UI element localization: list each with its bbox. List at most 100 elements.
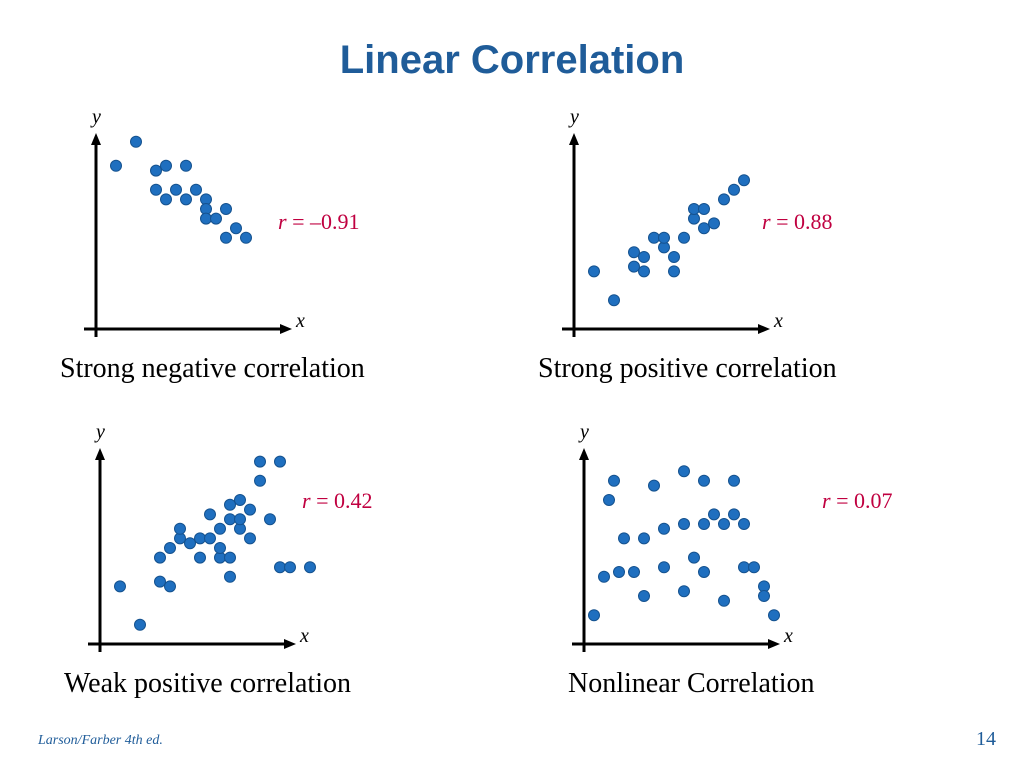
data-point [224, 513, 236, 526]
data-point [244, 532, 256, 545]
data-point [264, 513, 276, 526]
y-axis-label: y [94, 421, 105, 443]
x-axis-arrowhead [758, 324, 770, 334]
data-point [304, 561, 316, 574]
data-point [220, 231, 232, 244]
y-axis-arrowhead [569, 133, 579, 145]
data-point [174, 522, 186, 535]
data-point [603, 494, 615, 506]
data-point [160, 159, 172, 172]
data-point [284, 561, 296, 574]
data-point [758, 590, 770, 602]
y-axis-arrowhead [579, 448, 589, 460]
data-point [678, 231, 690, 244]
data-point [658, 231, 670, 244]
r-value-label: r = 0.42 [302, 488, 373, 513]
data-point [184, 537, 196, 550]
data-point [588, 609, 600, 622]
data-point [708, 217, 720, 230]
data-point [638, 251, 650, 263]
y-axis-label: y [568, 106, 579, 128]
chart-caption: Nonlinear Correlation [568, 668, 815, 699]
source-citation: Larson/Farber 4th ed. [38, 733, 163, 748]
data-point [748, 561, 760, 574]
data-point [204, 532, 216, 545]
data-point [608, 474, 620, 487]
data-point [668, 251, 680, 263]
page-title: Linear Correlation [339, 38, 685, 82]
data-point [210, 212, 222, 225]
scatter-plot-strong-positive: yx [562, 106, 783, 337]
data-point [738, 561, 750, 574]
data-point [234, 494, 246, 506]
data-point [698, 474, 710, 487]
data-point [598, 570, 610, 583]
data-point [688, 551, 700, 564]
data-point [638, 590, 650, 602]
scatter-panel-nonlinear: y x r = 0.07 Nonlinear Correlation [546, 420, 1006, 710]
data-point [648, 231, 660, 244]
r-value-label: r = 0.07 [822, 488, 893, 513]
data-point [164, 542, 176, 554]
scatter-plot-weak-positive: yx [88, 421, 316, 652]
data-point [274, 561, 286, 574]
data-point [728, 474, 740, 487]
data-point [628, 566, 640, 578]
data-point [234, 513, 246, 526]
data-point [698, 518, 710, 530]
data-point [698, 203, 710, 215]
data-point [718, 594, 730, 607]
data-point [224, 570, 236, 583]
data-point [154, 551, 166, 564]
scatter-plot-strong-negative: yx [84, 106, 305, 337]
page-number: 14 [976, 728, 996, 750]
data-point [164, 580, 176, 593]
x-axis-label: x [783, 625, 793, 647]
data-point [224, 498, 236, 511]
data-point [668, 265, 680, 278]
x-axis-label: x [299, 625, 309, 647]
data-point [678, 518, 690, 530]
data-point [618, 532, 630, 545]
data-point [240, 231, 252, 244]
data-point [200, 212, 212, 225]
data-point [638, 265, 650, 278]
data-point [220, 203, 232, 215]
data-point [134, 618, 146, 631]
data-point [190, 183, 202, 196]
data-point [160, 193, 172, 206]
chart-caption: Strong negative correlation [60, 353, 365, 384]
data-point [170, 183, 182, 196]
data-point [613, 566, 625, 578]
data-point [738, 518, 750, 530]
data-point [214, 542, 226, 554]
data-point [718, 518, 730, 530]
r-value-label: r = –0.91 [278, 209, 360, 234]
data-point [718, 193, 730, 206]
data-point [678, 465, 690, 478]
data-point [204, 508, 216, 521]
data-point [628, 246, 640, 259]
data-point [180, 193, 192, 206]
data-point [678, 585, 690, 598]
data-point [658, 561, 670, 574]
data-point [224, 551, 236, 564]
x-axis-arrowhead [284, 639, 296, 649]
data-point [254, 474, 266, 487]
data-point [728, 183, 740, 196]
data-point [768, 609, 780, 622]
y-axis-label: y [578, 421, 589, 443]
data-point [648, 479, 660, 492]
data-point [150, 164, 162, 177]
data-point [728, 508, 740, 521]
data-point [274, 455, 286, 468]
chart-caption: Strong positive correlation [538, 353, 837, 384]
data-point [254, 455, 266, 468]
y-axis-label: y [90, 106, 101, 128]
x-axis-arrowhead [280, 324, 292, 334]
data-point [688, 203, 700, 215]
data-point [658, 522, 670, 535]
